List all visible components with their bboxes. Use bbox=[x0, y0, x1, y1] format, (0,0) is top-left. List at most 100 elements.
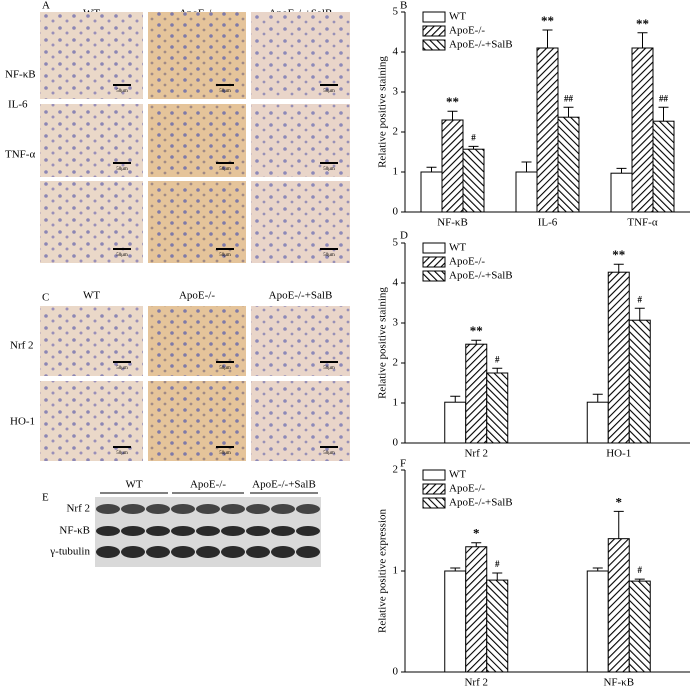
legend-label: ApoE-/- bbox=[449, 25, 485, 37]
x-tick-label: TNF-α bbox=[627, 217, 657, 229]
micrograph bbox=[148, 104, 246, 177]
scale-label: 50μm bbox=[116, 89, 128, 94]
x-tick-label: IL-6 bbox=[538, 217, 558, 229]
significance: * bbox=[616, 494, 623, 509]
legend-swatch bbox=[422, 25, 446, 37]
blot-band bbox=[246, 504, 270, 514]
bar bbox=[607, 271, 630, 444]
legend-label: ApoE-/-+SalB bbox=[449, 39, 513, 51]
scale-label: 50μm bbox=[323, 253, 335, 258]
group-header: ApoE-/-+SalB bbox=[269, 290, 333, 302]
bar bbox=[586, 401, 609, 444]
blot-band bbox=[171, 526, 195, 536]
y-axis-title: Relative positive expression bbox=[377, 508, 389, 633]
panel-label: B bbox=[400, 0, 407, 12]
y-tick-label: 0 bbox=[393, 666, 399, 678]
bar bbox=[631, 47, 654, 213]
error-bar bbox=[450, 567, 461, 571]
blot-band bbox=[171, 504, 195, 514]
blot-band bbox=[96, 504, 120, 514]
scale-label: 50μm bbox=[219, 167, 231, 172]
micrograph bbox=[40, 381, 143, 461]
error-bar bbox=[563, 106, 574, 118]
blot-band bbox=[196, 504, 220, 514]
blot-band bbox=[246, 526, 270, 536]
panel-label: E bbox=[42, 492, 49, 504]
legend-label: WT bbox=[449, 469, 466, 481]
error-bar bbox=[471, 542, 482, 547]
x-tick-label: NF-κB bbox=[437, 217, 468, 229]
error-bar bbox=[468, 145, 479, 150]
scale-label: 50μm bbox=[116, 167, 128, 172]
error-bar bbox=[447, 110, 458, 120]
group-header: ApoE-/- bbox=[179, 290, 215, 302]
blot-band bbox=[146, 504, 170, 514]
blot-band bbox=[296, 526, 320, 536]
error-bar bbox=[592, 567, 603, 571]
blot-group: ApoE-/- bbox=[190, 479, 226, 491]
blot-band bbox=[221, 526, 245, 536]
blot-band bbox=[196, 546, 220, 558]
scale-label: 50μm bbox=[116, 253, 128, 258]
blot-band bbox=[121, 526, 145, 536]
bar bbox=[465, 546, 488, 673]
y-tick-label: 4 bbox=[393, 277, 399, 289]
y-tick-label: 1 bbox=[393, 565, 399, 577]
blot-band bbox=[271, 546, 295, 558]
y-tick-label: 2 bbox=[393, 126, 399, 138]
scale-label: 50μm bbox=[219, 253, 231, 258]
blot-band bbox=[96, 526, 120, 536]
scale-label: 50μm bbox=[116, 451, 128, 456]
bar bbox=[462, 148, 485, 213]
legend-swatch bbox=[422, 469, 446, 481]
row-label: HO-1 bbox=[10, 416, 35, 428]
blot-band bbox=[146, 526, 170, 536]
y-tick-label: 1 bbox=[393, 166, 399, 178]
bar bbox=[610, 172, 633, 213]
bar bbox=[557, 116, 580, 213]
legend-swatch bbox=[422, 39, 446, 51]
y-tick-label: 5 bbox=[393, 237, 399, 249]
legend-swatch bbox=[422, 483, 446, 495]
micrograph bbox=[40, 181, 143, 263]
y-tick-label: 1 bbox=[393, 397, 399, 409]
blot-group: ApoE-/-+SalB bbox=[252, 479, 316, 491]
bar bbox=[628, 580, 651, 673]
significance: ** bbox=[541, 13, 554, 28]
significance: # bbox=[495, 354, 500, 364]
y-tick-label: 5 bbox=[393, 6, 399, 18]
y-tick-label: 3 bbox=[393, 317, 399, 329]
significance: # bbox=[471, 132, 476, 142]
legend-label: ApoE-/-+SalB bbox=[449, 270, 513, 282]
error-bar bbox=[471, 339, 482, 345]
row-label: TNF-α bbox=[5, 149, 35, 161]
scale-label: 50μm bbox=[323, 167, 335, 172]
bar bbox=[652, 120, 675, 213]
scale-label: 50μm bbox=[219, 89, 231, 94]
error-bar bbox=[450, 395, 461, 403]
significance: ** bbox=[636, 16, 649, 31]
x-tick-label: NF-κB bbox=[603, 677, 634, 689]
bar bbox=[444, 570, 467, 673]
scale-label: 50μm bbox=[323, 89, 335, 94]
scale-label: 50μm bbox=[323, 366, 335, 371]
error-bar bbox=[426, 166, 437, 172]
legend-swatch bbox=[422, 497, 446, 509]
micrograph bbox=[251, 306, 350, 376]
legend-label: ApoE-/- bbox=[449, 483, 485, 495]
error-bar bbox=[613, 510, 624, 539]
significance: # bbox=[638, 294, 643, 304]
bar bbox=[441, 119, 464, 213]
scale-label: 50μm bbox=[323, 451, 335, 456]
blot-band bbox=[121, 546, 145, 558]
error-bar bbox=[592, 393, 603, 403]
significance: ** bbox=[612, 247, 625, 262]
blot-band bbox=[221, 504, 245, 514]
error-bar bbox=[637, 32, 648, 48]
blot-band bbox=[271, 526, 295, 536]
blot-band bbox=[271, 504, 295, 514]
blot-band bbox=[246, 546, 270, 558]
micrograph bbox=[251, 381, 350, 461]
micrograph bbox=[40, 104, 143, 177]
